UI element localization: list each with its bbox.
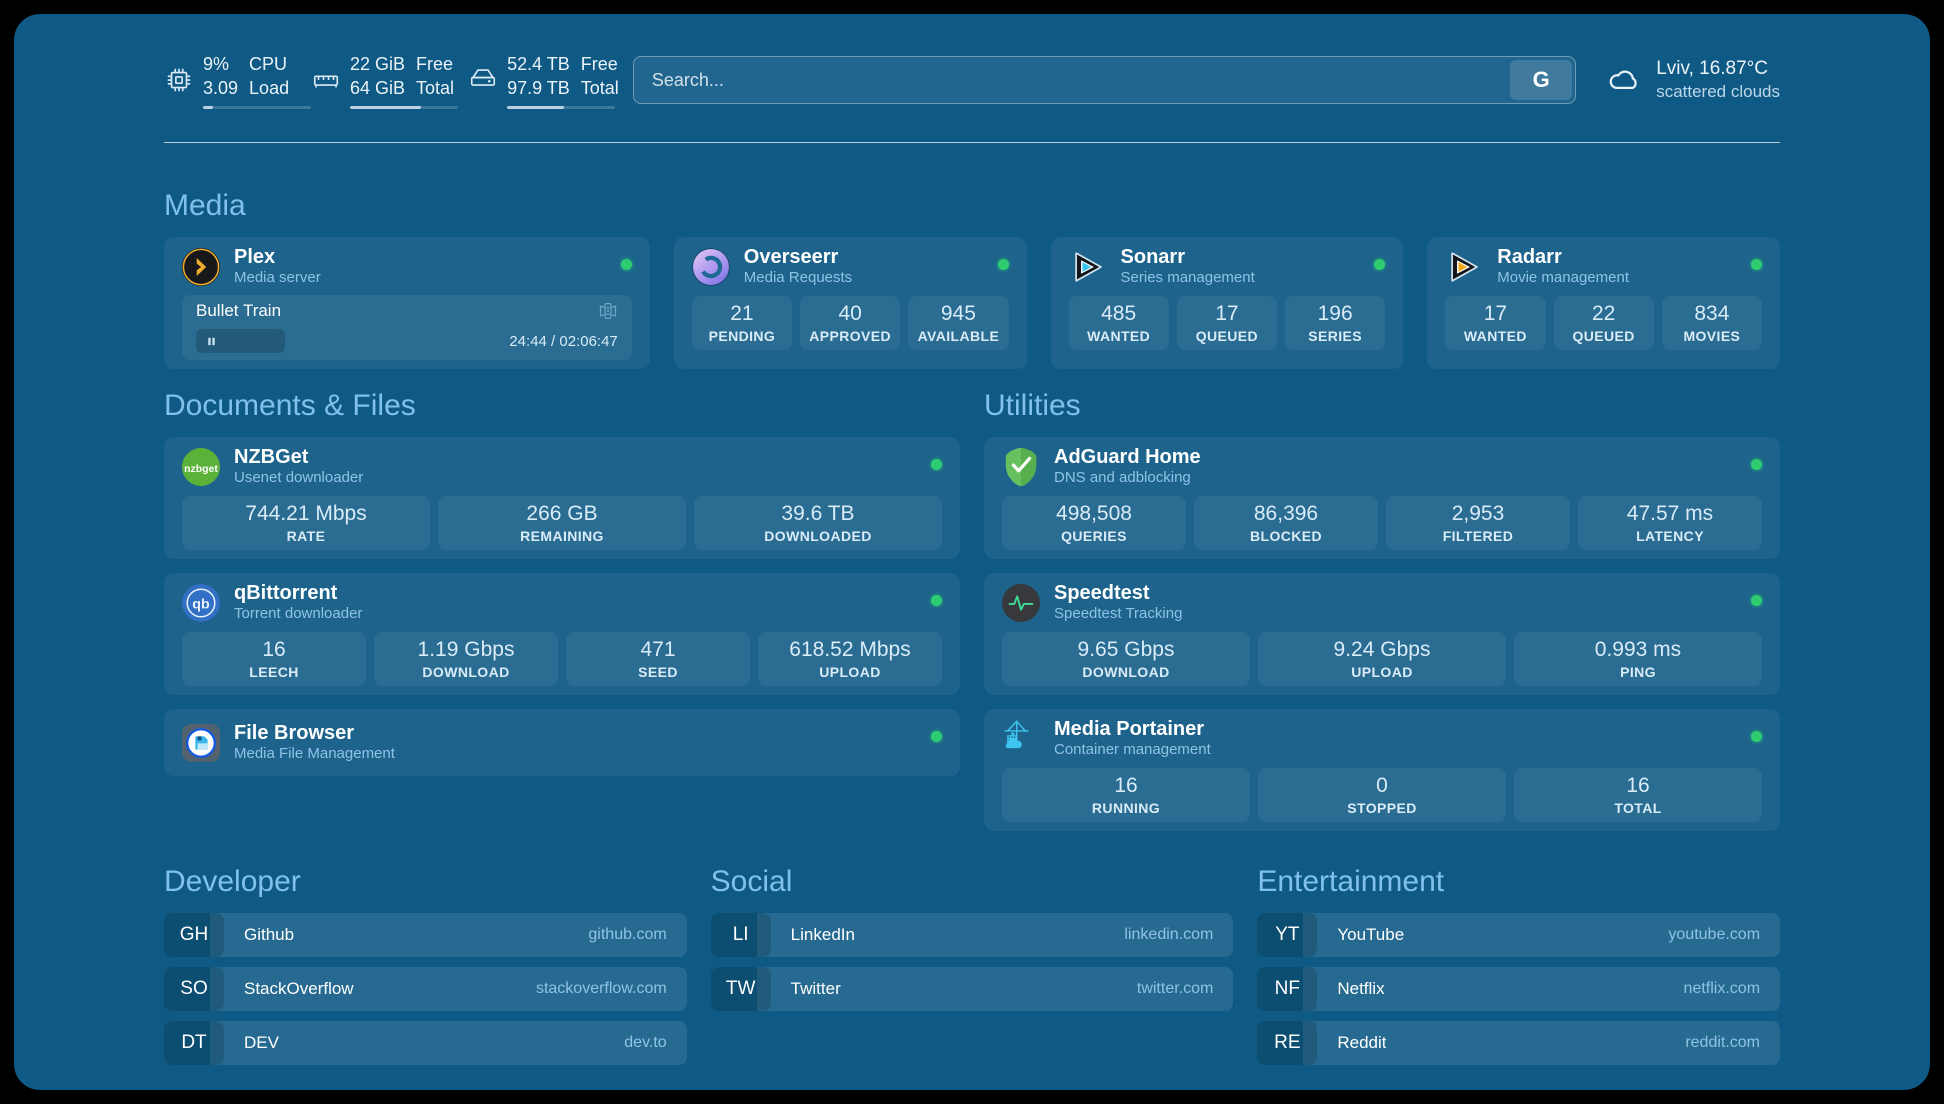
svg-text:qb: qb [192, 596, 210, 612]
svg-text:nzbget: nzbget [184, 463, 218, 474]
